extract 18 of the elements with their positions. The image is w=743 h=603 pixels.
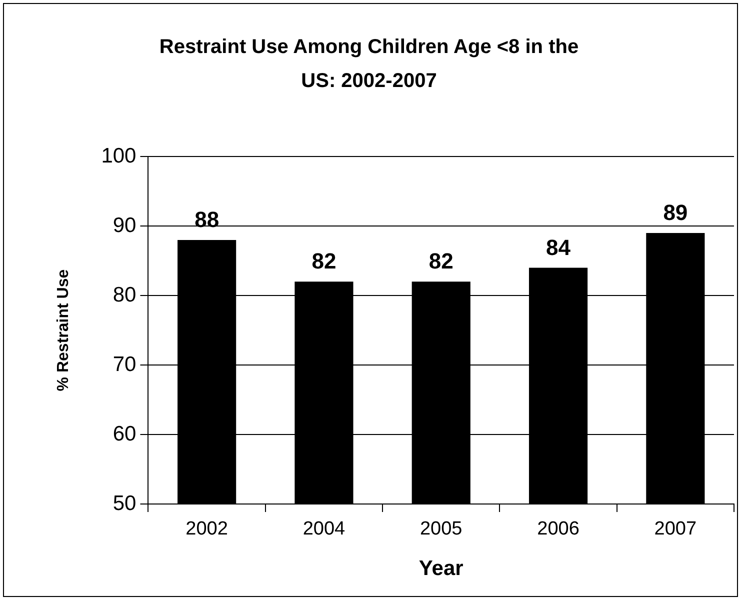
x-tick-label: 2002 bbox=[186, 518, 228, 540]
y-tick-label: 80 bbox=[112, 283, 136, 306]
y-tick-label: 70 bbox=[112, 352, 136, 376]
x-axis-title: Year bbox=[418, 557, 464, 580]
data-label: 84 bbox=[546, 234, 572, 260]
x-tick-label: 2005 bbox=[420, 518, 462, 540]
data-label: 89 bbox=[663, 200, 688, 226]
y-tick-label: 50 bbox=[112, 492, 136, 515]
x-tick-label: 2004 bbox=[302, 518, 346, 540]
y-tick-label: 100 bbox=[101, 144, 136, 168]
data-label: 82 bbox=[312, 248, 336, 274]
y-tick-label: 90 bbox=[112, 214, 136, 237]
x-tick-label: 2006 bbox=[537, 518, 580, 540]
chart-title: Restraint Use Among Children Age <8 in the US: 2002-2007 bbox=[158, 35, 580, 94]
y-axis-title: % Restraint Use bbox=[55, 269, 72, 392]
x-tick-label: 2007 bbox=[654, 518, 697, 540]
data-label: 82 bbox=[428, 248, 454, 274]
y-tick-label: 60 bbox=[112, 422, 136, 446]
